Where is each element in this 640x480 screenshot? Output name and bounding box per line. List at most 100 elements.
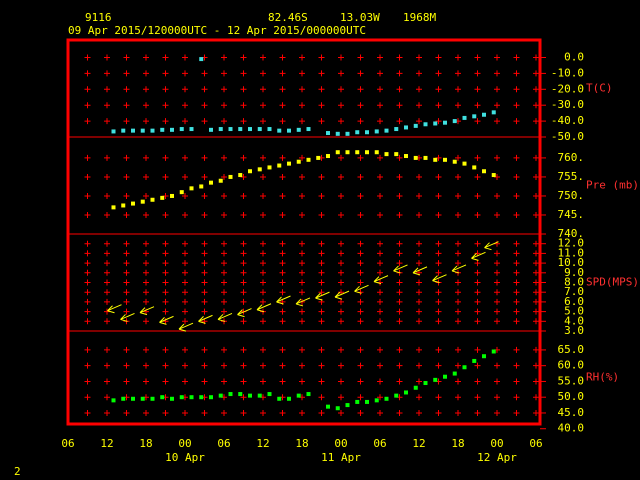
grid-cross xyxy=(377,362,383,369)
grid-cross xyxy=(455,173,461,180)
grid-cross xyxy=(123,269,130,276)
grid-cross xyxy=(416,54,422,61)
grid-cross xyxy=(240,240,247,247)
grid-cross xyxy=(416,298,422,305)
date-label: 12 Apr xyxy=(477,451,517,464)
grid-cross xyxy=(279,118,286,125)
y-tick-label: 4.0 xyxy=(564,314,584,327)
grid-cross xyxy=(240,192,247,199)
grid-cross xyxy=(396,54,403,61)
data-point xyxy=(482,169,486,174)
grid-cross xyxy=(533,102,539,109)
grid-cross xyxy=(182,250,188,257)
grid-cross xyxy=(123,346,130,353)
data-point xyxy=(462,365,467,370)
grid-cross xyxy=(357,378,364,385)
grid-cross xyxy=(474,269,481,276)
grid-cross xyxy=(104,173,110,180)
grid-cross xyxy=(84,250,91,257)
grid-cross xyxy=(260,118,266,125)
grid-cross xyxy=(201,409,208,416)
grid-cross xyxy=(416,118,422,125)
grid-cross xyxy=(396,260,403,267)
grid-cross xyxy=(494,192,500,199)
data-point xyxy=(170,193,174,198)
grid-cross xyxy=(260,409,266,416)
grid-cross xyxy=(396,211,403,218)
grid-cross xyxy=(201,362,208,369)
grid-cross xyxy=(182,173,188,180)
wind-arrow-shape xyxy=(354,284,369,294)
grid-cross xyxy=(143,240,149,247)
grid-cross xyxy=(338,318,344,325)
grid-cross xyxy=(162,211,169,218)
y-tick-label: 7.0 xyxy=(564,285,584,298)
data-point xyxy=(404,154,408,159)
grid-cross xyxy=(104,154,110,161)
grid-cross xyxy=(396,173,403,180)
grid-cross xyxy=(435,289,442,296)
grid-cross xyxy=(240,102,247,109)
wind-arrow xyxy=(432,274,447,284)
grid-cross xyxy=(299,279,305,286)
grid-cross xyxy=(104,240,110,247)
grid-cross xyxy=(435,250,442,257)
data-point xyxy=(238,173,243,178)
grid-cross xyxy=(182,362,188,369)
data-point xyxy=(355,130,360,135)
grid-cross xyxy=(240,54,247,61)
grid-cross xyxy=(104,70,110,77)
grid-cross xyxy=(299,192,305,199)
grid-cross xyxy=(104,318,110,325)
grid-cross xyxy=(513,318,520,325)
data-point xyxy=(394,152,399,157)
grid-cross xyxy=(104,362,110,369)
grid-cross xyxy=(162,173,169,180)
grid-cross xyxy=(318,70,325,77)
grid-cross xyxy=(435,394,442,401)
grid-cross xyxy=(123,118,130,125)
data-point xyxy=(404,125,408,130)
grid-cross xyxy=(104,260,110,267)
grid-cross xyxy=(474,308,481,315)
grid-cross xyxy=(279,260,286,267)
y-tick-label: 0.0 xyxy=(564,50,584,63)
grid-cross xyxy=(377,240,383,247)
wind-arrow-shape xyxy=(334,290,350,300)
grid-cross xyxy=(240,86,247,93)
wind-arrow xyxy=(484,241,499,251)
grid-cross xyxy=(279,102,286,109)
grid-cross xyxy=(240,70,247,77)
data-point xyxy=(131,201,135,206)
grid-cross xyxy=(338,409,344,416)
grid-cross xyxy=(494,102,500,109)
grid-cross xyxy=(221,289,227,296)
data-point xyxy=(394,393,399,398)
grid-cross xyxy=(123,260,130,267)
grid-cross xyxy=(182,346,188,353)
page-number: 2 xyxy=(14,465,21,478)
grid-cross xyxy=(123,289,130,296)
grid-cross xyxy=(84,118,91,125)
grid-cross xyxy=(84,346,91,353)
grid-cross xyxy=(123,154,130,161)
grid-cross xyxy=(201,192,208,199)
grid-cross xyxy=(435,54,442,61)
wind-arrow-shape xyxy=(198,314,213,324)
data-point xyxy=(257,167,262,172)
grid-cross xyxy=(396,250,403,257)
grid-cross xyxy=(221,260,227,267)
grid-cross xyxy=(260,154,266,161)
wind-arrow-shape xyxy=(393,264,408,274)
grid-cross xyxy=(240,118,247,125)
grid-cross xyxy=(260,70,266,77)
wind-arrow xyxy=(237,308,252,318)
data-point xyxy=(121,128,126,133)
plot-frame xyxy=(66,38,542,426)
grid-cross xyxy=(377,289,383,296)
grid-cross xyxy=(299,173,305,180)
grid-cross xyxy=(182,86,188,93)
data-point xyxy=(365,399,369,404)
data-point xyxy=(248,127,252,132)
